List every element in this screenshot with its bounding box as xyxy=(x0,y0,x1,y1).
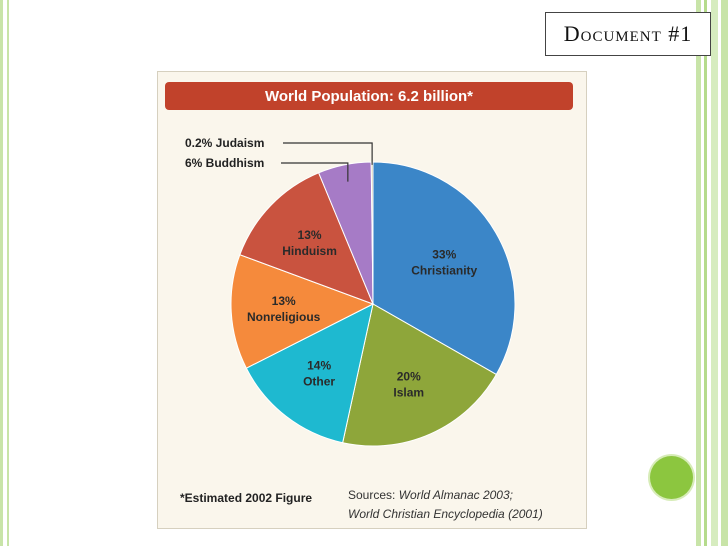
sources-label: Sources: xyxy=(348,488,396,502)
slice-value-label-nonreligious: 13% xyxy=(272,294,296,308)
right-stripe-2 xyxy=(704,0,707,546)
document-label: Document #1 xyxy=(545,12,711,56)
pie-slice-other xyxy=(245,303,374,444)
callout-line-buddhism xyxy=(281,162,349,182)
pie-slice-christianity xyxy=(372,161,516,376)
callout-label-buddhism: 6% Buddhism xyxy=(185,156,264,170)
right-stripe-3 xyxy=(711,0,718,546)
pie-slice-hinduism xyxy=(239,172,374,305)
footnote: *Estimated 2002 Figure xyxy=(180,491,313,505)
slice-value-label-christianity: 33% xyxy=(432,248,456,262)
left-stripe-inner xyxy=(7,0,9,546)
slice-name-label-christianity: Christianity xyxy=(411,264,477,278)
slice-value-label-islam: 20% xyxy=(397,369,421,383)
left-stripe-outer xyxy=(0,0,3,546)
callout-line-judaism xyxy=(283,142,373,165)
slice-name-label-other: Other xyxy=(303,375,335,389)
right-stripe-4 xyxy=(721,0,728,546)
callout-label-judaism: 0.2% Judaism xyxy=(185,136,264,150)
sources-line1: World Almanac 2003; xyxy=(398,488,513,502)
pie-slice-islam xyxy=(342,303,497,447)
green-circle-decoration xyxy=(650,456,693,499)
pie-slice-nonreligious xyxy=(230,254,375,369)
slice-name-label-nonreligious: Nonreligious xyxy=(247,310,321,324)
slice-name-label-hinduism: Hinduism xyxy=(282,244,337,258)
slice-name-label-islam: Islam xyxy=(393,385,424,399)
chart-title: World Population: 6.2 billion* xyxy=(165,82,573,110)
slice-value-label-other: 14% xyxy=(307,359,331,373)
slice-value-label-hinduism: 13% xyxy=(298,228,322,242)
right-stripe-1 xyxy=(696,0,701,546)
sources-line2: World Christian Encyclopedia (2001) xyxy=(348,507,543,521)
sources: Sources: World Almanac 2003; World Chris… xyxy=(348,486,543,524)
